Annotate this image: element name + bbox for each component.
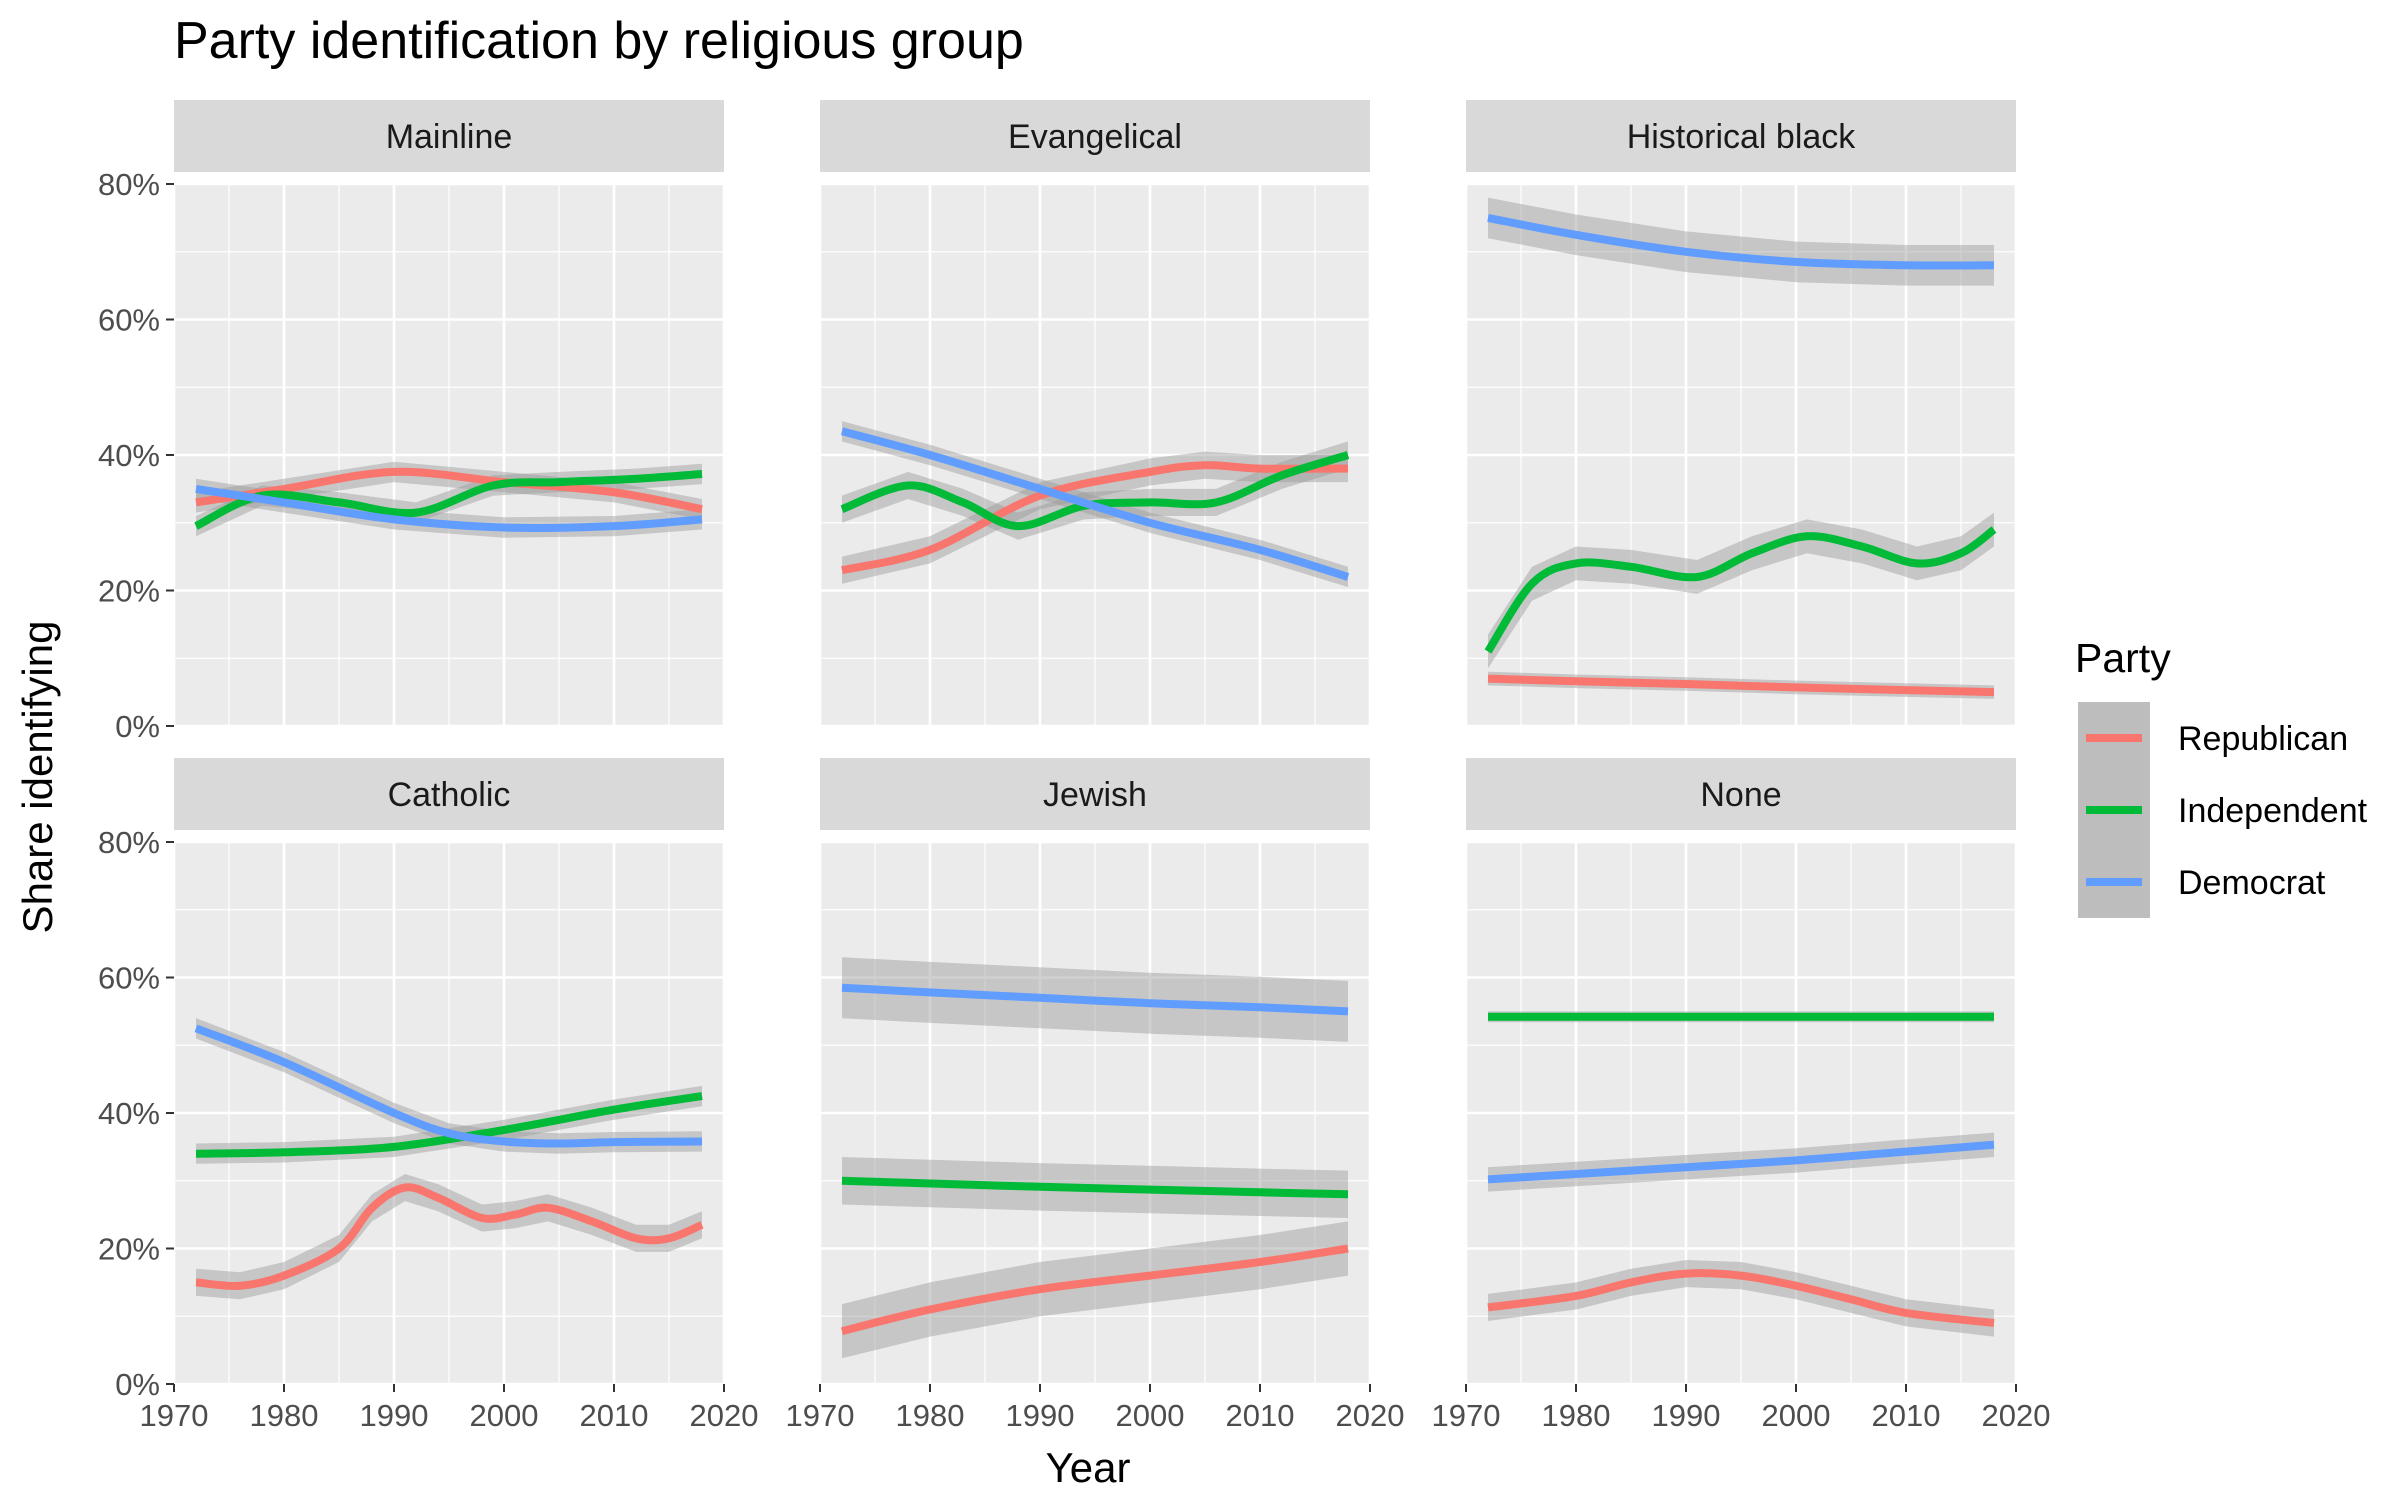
x-tick-label: 2010 (1872, 1398, 1941, 1433)
facet-strip-label: Evangelical (1008, 118, 1182, 156)
confidence-band-democrat (196, 478, 702, 538)
x-tick-label: 1990 (1652, 1398, 1721, 1433)
x-tick-label: 1980 (896, 1398, 965, 1433)
facet-strip (820, 100, 1370, 172)
x-tick-label: 2020 (1982, 1398, 2051, 1433)
series-line-democrat (195, 484, 703, 532)
chart-title: Party identification by religious group (174, 12, 1024, 70)
confidence-band-republican (842, 1221, 1348, 1359)
facet-strip-label: Jewish (1043, 776, 1147, 814)
x-tick-label: 1970 (140, 1398, 209, 1433)
legend-label: Democrat (2178, 864, 2326, 902)
series-line-independent (841, 1176, 1349, 1199)
facet-evangelical: Evangelical (818, 100, 1372, 728)
facet-catholic: Catholic 0% 20% 40% 60% 80% 1970 1980 1990 2000 20… (98, 758, 759, 1433)
series-line-democrat (840, 427, 1350, 581)
legend-items: Republican Independent Democrat (2078, 702, 2368, 918)
facet-jewish: Jewish 1970 1980 1990 2000 2010 2020 (786, 758, 1405, 1433)
legend-label: Independent (2178, 792, 2368, 830)
y-tick-label: 20% (98, 574, 160, 609)
legend-item-independent: Independent (2078, 774, 2368, 846)
series-line-democrat (1487, 1140, 1995, 1184)
y-tick-label: 20% (98, 1232, 160, 1267)
x-tick-label: 2000 (1762, 1398, 1831, 1433)
x-tick-label: 1970 (1432, 1398, 1501, 1433)
y-tick-label: 60% (98, 961, 160, 996)
x-tick-label: 2020 (690, 1398, 759, 1433)
x-tick-label: 1980 (1542, 1398, 1611, 1433)
series-line-democrat (194, 1024, 703, 1148)
x-tick-label: 1990 (1006, 1398, 1075, 1433)
x-tick-label: 1970 (786, 1398, 855, 1433)
x-tick-label: 1980 (250, 1398, 319, 1433)
series-line-democrat (841, 983, 1349, 1016)
y-tick-label: 0% (115, 1367, 160, 1402)
x-tick-label: 2010 (1226, 1398, 1295, 1433)
x-tick-label: 2000 (470, 1398, 539, 1433)
series-line-republican (195, 467, 703, 514)
confidence-band-independent (196, 1085, 702, 1164)
x-tick-label: 2000 (1116, 1398, 1185, 1433)
series-line-democrat (1487, 213, 1995, 270)
legend-item-republican: Republican (2078, 702, 2348, 774)
y-axis-title: Share identifying (14, 621, 61, 934)
facet-none: None 1970 1980 1990 2000 2010 2020 (1432, 758, 2051, 1433)
x-tick-label: 2020 (1336, 1398, 1405, 1433)
confidence-band-republican (196, 461, 702, 520)
series-line-republican (841, 461, 1349, 575)
facet-strip (820, 758, 1370, 830)
legend-label: Republican (2178, 720, 2348, 758)
legend-title: Party (2075, 635, 2171, 681)
x-tick-label: 2010 (580, 1398, 649, 1433)
facet-strip-label: None (1700, 776, 1781, 814)
facet-strip (174, 758, 724, 830)
legend-item-democrat: Democrat (2078, 846, 2326, 918)
confidence-band-republican (196, 1174, 702, 1300)
y-tick-label: 80% (98, 825, 160, 860)
facet-strip (1466, 758, 2016, 830)
legend: Party Republican Independent Democrat (2075, 635, 2368, 918)
facet-strip-label: Catholic (388, 776, 511, 814)
facet-strip (174, 100, 724, 172)
y-tick-label: 40% (98, 1096, 160, 1131)
facet-mainline: Mainline 0% 20% 40% 60% 80% (98, 100, 726, 744)
y-tick-label: 40% (98, 438, 160, 473)
facet-panels: Mainline 0% 20% 40% 60% 80% Evangelical Histori… (98, 100, 2051, 1433)
y-tick-label: 60% (98, 303, 160, 338)
series-line-republican (195, 1183, 704, 1290)
x-tick-label: 1990 (360, 1398, 429, 1433)
facet-strip-label: Historical black (1627, 118, 1857, 156)
y-tick-label: 80% (98, 167, 160, 202)
series-line-independent (1484, 526, 1997, 654)
series-line-republican (841, 1244, 1349, 1336)
facet-strip (1466, 100, 2016, 172)
series-line-independent (195, 1092, 703, 1158)
series-line-republican (1487, 674, 1995, 697)
confidence-band-independent (842, 441, 1348, 540)
series-line-republican (1487, 1269, 1995, 1327)
confidence-band-republican (1488, 1260, 1994, 1337)
facet-strip-label: Mainline (386, 118, 513, 156)
series-line-independent (194, 470, 703, 530)
y-tick-label: 0% (115, 709, 160, 744)
x-axis-title: Year (1046, 1444, 1131, 1491)
facet-historical-black: Historical black (1464, 100, 2018, 728)
